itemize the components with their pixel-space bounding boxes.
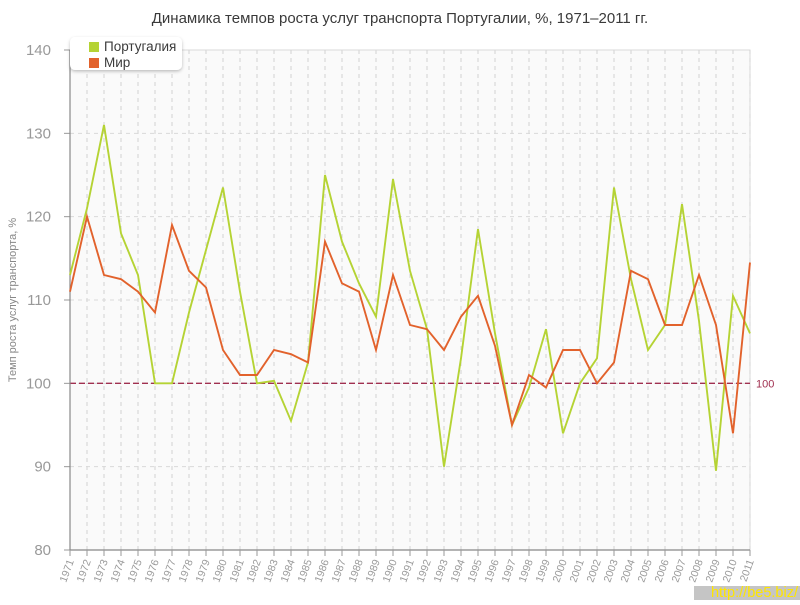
svg-text:100: 100	[26, 375, 51, 392]
svg-text:140: 140	[26, 42, 51, 59]
svg-text:http://be5.biz/: http://be5.biz/	[711, 585, 799, 600]
svg-text:Мир: Мир	[104, 55, 130, 70]
svg-text:Португалия: Португалия	[104, 39, 176, 54]
svg-text:110: 110	[27, 292, 51, 309]
svg-text:130: 130	[26, 125, 51, 142]
svg-text:2011: 2011	[738, 558, 757, 583]
svg-text:80: 80	[34, 542, 51, 559]
svg-text:90: 90	[34, 459, 51, 476]
svg-text:100: 100	[756, 378, 774, 390]
svg-text:2010: 2010	[721, 558, 740, 584]
svg-text:120: 120	[26, 209, 51, 226]
svg-text:Темп роста услуг транспорта, %: Темп роста услуг транспорта, %	[7, 218, 19, 382]
